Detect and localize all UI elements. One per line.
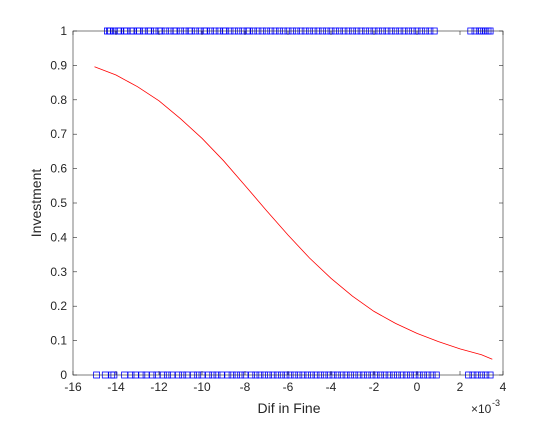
y-tick-label: 0.5 [50,196,67,210]
y-tick-label: 0.4 [50,230,67,244]
y-tick-label: 1 [60,24,67,38]
x-exponent-power: -3 [492,398,500,408]
axes: -16 -14 -12 -10 -8 -6 -4 -2 0 2 4 0 0.1 0.2 0.3 0.4 0.5 0… [50,24,506,394]
y-tick-label: 0.8 [50,93,67,107]
y-tick-label: 0.2 [50,299,67,313]
x-exponent-label: ×10 -3 [471,398,500,416]
x-tick-label: 0 [414,380,421,394]
x-tick-label: -6 [283,380,294,394]
x-tick-label: 2 [457,380,464,394]
fitted-curve-line [94,66,493,360]
y-tick-label: 0.9 [50,58,67,72]
x-exponent-base: ×10 [471,402,492,416]
x-tick-label: -2 [369,380,380,394]
y-tick-label: 0.1 [50,334,67,348]
x-tick-label: 4 [500,380,507,394]
axes-box [72,30,504,376]
x-tick-label: -8 [240,380,251,394]
y-tick-label: 0.7 [50,127,67,141]
x-tick-label: -14 [107,380,125,394]
y-tick-label: 0.6 [50,162,67,176]
y-tick-label: 0.3 [50,265,67,279]
x-tick-label: -4 [326,380,337,394]
x-tick-label: -10 [193,380,211,394]
x-axis-label: Dif in Fine [257,400,320,416]
y-axis-label: Investment [28,169,44,238]
x-tick-label: -12 [150,380,168,394]
plot-area [93,27,494,379]
y-tick-label: 0 [60,368,67,382]
x-tick-label: -16 [64,380,82,394]
